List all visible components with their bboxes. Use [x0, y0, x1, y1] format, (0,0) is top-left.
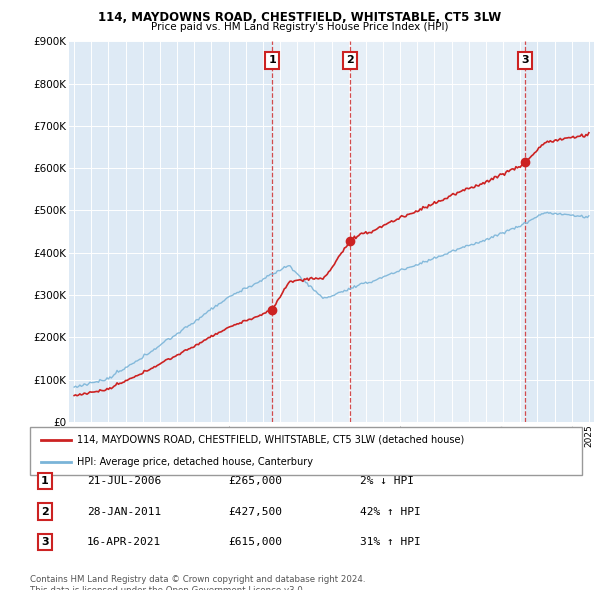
Text: Contains HM Land Registry data © Crown copyright and database right 2024.
This d: Contains HM Land Registry data © Crown c…	[30, 575, 365, 590]
Text: 3: 3	[41, 537, 49, 547]
Text: 1: 1	[268, 55, 276, 65]
Bar	[350, 41, 525, 422]
Text: 2% ↓ HPI: 2% ↓ HPI	[360, 476, 414, 486]
Text: 2: 2	[41, 507, 49, 516]
Text: £427,500: £427,500	[228, 507, 282, 516]
Text: 42% ↑ HPI: 42% ↑ HPI	[360, 507, 421, 516]
Text: Price paid vs. HM Land Registry's House Price Index (HPI): Price paid vs. HM Land Registry's House …	[151, 22, 449, 32]
Text: 16-APR-2021: 16-APR-2021	[87, 537, 161, 547]
Text: £615,000: £615,000	[228, 537, 282, 547]
Text: 28-JAN-2011: 28-JAN-2011	[87, 507, 161, 516]
Text: 2: 2	[346, 55, 354, 65]
Text: 1: 1	[41, 476, 49, 486]
Text: HPI: Average price, detached house, Canterbury: HPI: Average price, detached house, Cant…	[77, 457, 313, 467]
Text: £265,000: £265,000	[228, 476, 282, 486]
Text: 31% ↑ HPI: 31% ↑ HPI	[360, 537, 421, 547]
Text: 21-JUL-2006: 21-JUL-2006	[87, 476, 161, 486]
Text: 3: 3	[521, 55, 529, 65]
Bar	[272, 41, 350, 422]
FancyBboxPatch shape	[30, 427, 582, 475]
Text: 114, MAYDOWNS ROAD, CHESTFIELD, WHITSTABLE, CT5 3LW (detached house): 114, MAYDOWNS ROAD, CHESTFIELD, WHITSTAB…	[77, 435, 464, 445]
Text: 114, MAYDOWNS ROAD, CHESTFIELD, WHITSTABLE, CT5 3LW: 114, MAYDOWNS ROAD, CHESTFIELD, WHITSTAB…	[98, 11, 502, 24]
